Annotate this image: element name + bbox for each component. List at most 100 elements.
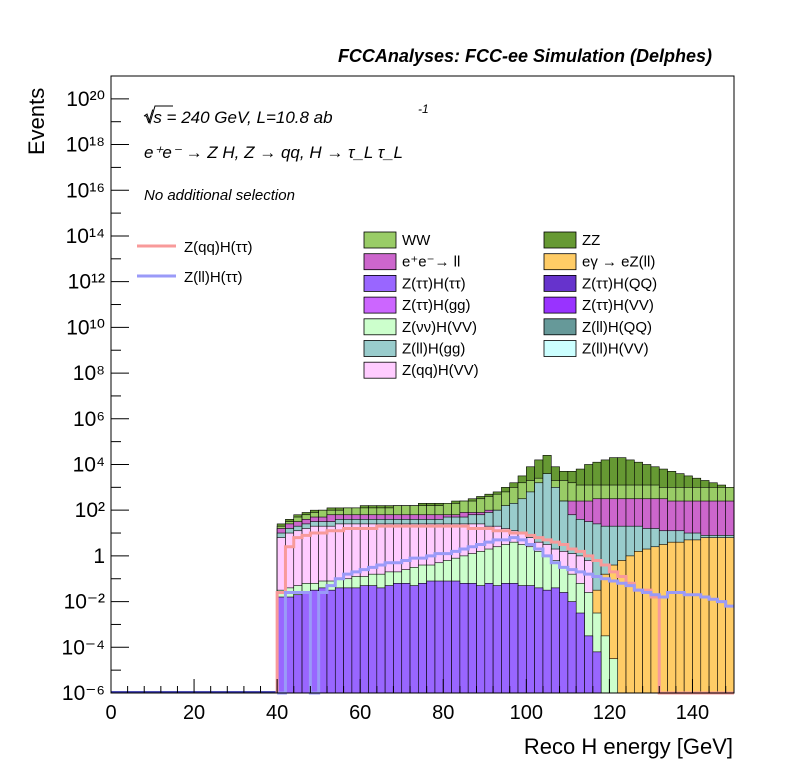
annotation-block: √s = 240 GeV, L=10.8 ab -1 e⁺e⁻ → Z H, Z… — [144, 102, 429, 204]
y-tick-label: 10⁻² — [64, 591, 105, 614]
legend-entry-label: WW — [402, 232, 431, 249]
x-tick-label: 140 — [676, 702, 709, 724]
bin-bar — [351, 587, 361, 694]
sqrt-sign — [143, 105, 173, 125]
legend-swatch — [543, 253, 577, 271]
plot-area: 0 20 40 60 80 100 120 140 10⁻⁶10⁻⁴10⁻²110²10⁴10… — [62, 75, 735, 724]
bin-bar — [359, 585, 369, 694]
y-tick-label: 10² — [75, 499, 105, 522]
x-tick-label: 0 — [105, 702, 116, 724]
legend-entry-label: Z(qq)H(ττ) — [184, 239, 253, 256]
y-tick-label: 10⁸ — [73, 362, 105, 385]
legend-swatch — [543, 318, 577, 336]
bin-bar — [376, 587, 386, 694]
selection-annotation: No additional selection — [144, 187, 295, 204]
legend-swatch — [543, 274, 577, 292]
y-tick-label: 10¹⁰ — [66, 316, 105, 339]
bin-bar — [575, 612, 585, 694]
bin-bar — [700, 537, 710, 694]
bin-bar — [526, 585, 535, 694]
bin-bar — [634, 551, 643, 694]
x-tick-label: 20 — [183, 702, 205, 724]
bin-bar — [484, 583, 494, 694]
bin-bar — [343, 587, 353, 694]
signal-legend: Z(qq)H(ττ) Z(ll)H(ττ) — [137, 239, 253, 286]
energy-exponent: -1 — [418, 102, 429, 116]
bin-bar — [517, 585, 527, 694]
bin-bar — [426, 580, 436, 694]
bin-bar — [409, 585, 419, 694]
plot-title: FCCAnalyses: FCC-ee Simulation (Delphes) — [338, 46, 712, 66]
legend-entry-label: Z(ττ)H(QQ) — [582, 275, 657, 292]
y-tick-label: 10¹⁶ — [66, 179, 105, 202]
energy-annotation: √s = 240 GeV, L=10.8 ab — [144, 108, 333, 127]
legend-swatch — [363, 340, 397, 357]
x-tick-label: 120 — [593, 702, 626, 724]
legend-swatch — [543, 296, 577, 314]
x-tick-label: 40 — [266, 702, 288, 724]
bin-bar — [708, 537, 718, 694]
y-tick-label: 10⁻⁴ — [62, 636, 105, 659]
legend-swatch — [363, 253, 397, 271]
legend-entry-label: Z(qq)H(VV) — [402, 362, 479, 379]
bin-bar — [467, 583, 477, 694]
legend-swatch — [363, 231, 397, 249]
bin-bar — [717, 537, 726, 694]
layer-z-h- — [276, 580, 602, 694]
bin-bar — [683, 539, 693, 694]
bin-bar — [384, 585, 394, 694]
x-tick-label: 100 — [510, 702, 543, 724]
signal-z-ll-h- — [277, 536, 734, 695]
bin-bar — [459, 583, 469, 694]
legend-entry-label: Z(ll)H(QQ) — [582, 319, 652, 336]
bin-bar — [326, 589, 336, 694]
bin-bar — [567, 601, 577, 694]
process-annotation: e⁺e⁻ → Z H, Z → qq, H → τ_L τ_L — [144, 143, 403, 162]
bin-bar — [401, 583, 411, 694]
bin-bar — [451, 580, 461, 694]
bin-bar — [434, 580, 444, 694]
y-tick-label: 10²⁰ — [66, 88, 105, 111]
bin-bar — [584, 635, 594, 694]
bin-bar — [542, 589, 552, 694]
legend-swatch — [543, 340, 577, 357]
y-tick-label: 10⁴ — [73, 453, 105, 476]
signal-histograms — [275, 524, 734, 695]
legend-entry-label: ZZ — [582, 232, 600, 249]
y-tick-label: 10¹⁴ — [66, 225, 105, 248]
y-tick-label: 10¹⁸ — [66, 134, 105, 157]
y-axis-label: Events — [24, 88, 49, 155]
y-axis-ticks: 10⁻⁶ 10⁻⁴ 10⁻² 1 10² 10⁴ 10⁶ 10⁸ 10¹⁰ 10¹² 10¹⁴ 10¹… — [62, 88, 129, 705]
bin-bar — [592, 651, 602, 694]
legend-entry-label: Z(ll)H(gg) — [402, 341, 465, 358]
legend-entry-label: Z(ττ)H(ττ) — [402, 275, 466, 292]
y-tick-label: 10¹² — [68, 271, 105, 294]
bin-bar — [476, 585, 486, 694]
bin-bar — [550, 587, 560, 694]
legend-entry-label: Z(ll)H(VV) — [582, 341, 649, 358]
bin-bar — [368, 585, 378, 694]
bin-bar — [600, 635, 610, 694]
bin-bar — [642, 548, 652, 694]
bin-bar — [667, 541, 677, 694]
legend-swatch — [363, 361, 397, 379]
x-tick-label: 60 — [349, 702, 371, 724]
x-axis-ticks: 0 20 40 60 80 100 120 140 — [105, 679, 727, 724]
legend-swatch — [543, 231, 577, 249]
legend-swatch — [363, 318, 397, 336]
bin-bar — [442, 580, 452, 694]
y-tick-label: 10⁶ — [73, 408, 105, 431]
legend-entry-label: e⁺e⁻→ ll — [402, 254, 460, 271]
legend-entry-label: eγ → eZ(ll) — [582, 254, 655, 271]
bin-bar — [334, 587, 344, 694]
x-axis-label: Reco H energy [GeV] — [524, 734, 733, 759]
bin-bar — [675, 541, 685, 694]
bin-bar — [418, 583, 427, 694]
bin-bar — [609, 658, 619, 694]
bin-bar — [692, 539, 702, 694]
bin-bar — [509, 583, 519, 694]
legend-entry-label: Z(ττ)H(VV) — [582, 297, 654, 314]
legend-swatch — [363, 274, 397, 292]
legend-swatch — [363, 296, 397, 314]
